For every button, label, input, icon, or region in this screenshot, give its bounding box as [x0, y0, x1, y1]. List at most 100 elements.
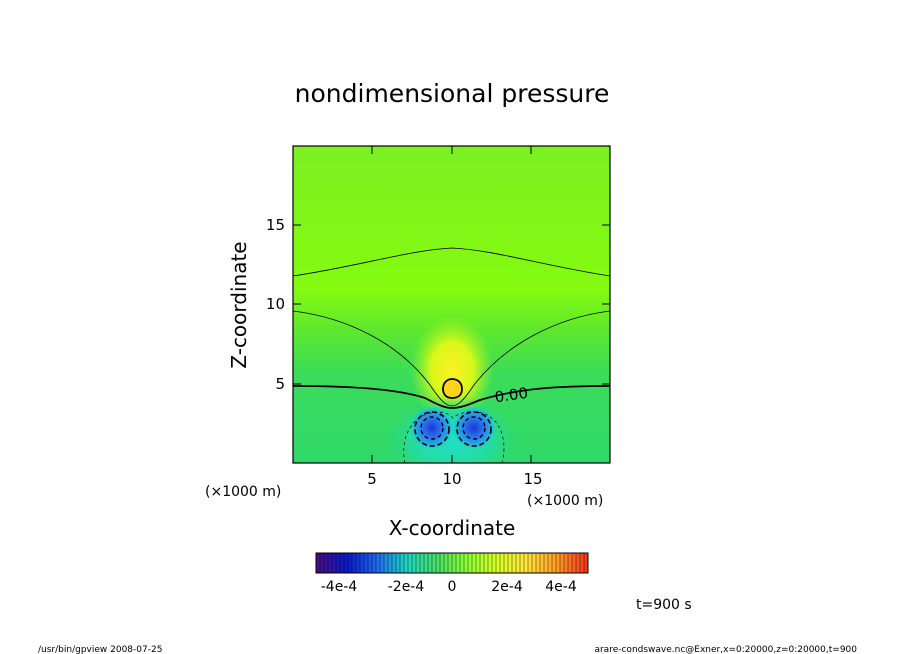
colorbar-segment: [544, 553, 549, 573]
contour-label: 0.00: [494, 384, 530, 406]
colorbar-segment: [412, 553, 417, 573]
colorbar-segment: [448, 553, 453, 573]
colorbar-segment: [452, 553, 457, 573]
chart-title: nondimensional pressure: [295, 79, 610, 108]
colorbar-segment: [464, 553, 469, 573]
y-axis-title: Z-coordinate: [227, 241, 251, 368]
colorbar-segment: [396, 553, 401, 573]
x-tick-label: 10: [442, 470, 461, 488]
colorbar-segment: [508, 553, 513, 573]
heatmap-field: [293, 146, 610, 463]
tick-marks: [293, 146, 610, 463]
colorbar-segment: [456, 553, 461, 573]
colorbar-segment: [572, 553, 577, 573]
colorbar-segment: [352, 553, 357, 573]
colorbar-segment: [480, 553, 485, 573]
colorbar-segment: [548, 553, 553, 573]
colorbar-segment: [332, 553, 337, 573]
colorbar-segment: [436, 553, 441, 573]
y-tick-label: 5: [275, 375, 285, 393]
colorbar-frame: [315, 552, 589, 574]
colorbar-segment: [364, 553, 369, 573]
colorbar-segment: [360, 553, 365, 573]
colorbar-tick-label: 0: [448, 579, 457, 595]
colorbar-tick-label: -4e-4: [321, 579, 358, 595]
colorbar-segment: [380, 553, 385, 573]
colorbar-segment: [568, 553, 573, 573]
colorbar-segment: [584, 553, 589, 573]
colorbar-segment: [344, 553, 349, 573]
colorbar-tick-label: -2e-4: [388, 579, 425, 595]
colorbar-segment: [316, 553, 321, 573]
negative-center-left: [410, 406, 454, 450]
colorbar-segment: [560, 553, 565, 573]
colorbar-tick-label: 2e-4: [491, 579, 523, 595]
x-tick-label: 15: [523, 470, 542, 488]
time-label: t=900 s: [636, 597, 692, 613]
y-tick-label: 10: [266, 295, 285, 313]
contour-neg-left-inner: [420, 416, 444, 440]
colorbar-segment: [528, 553, 533, 573]
colorbar-segment: [400, 553, 405, 573]
x-axis-title: X-coordinate: [389, 516, 516, 540]
y-unit-label: (×1000 m): [205, 484, 281, 500]
colorbar-segment: [368, 553, 373, 573]
colorbar-segment: [348, 553, 353, 573]
footer-left: /usr/bin/gpview 2008-07-25: [38, 645, 162, 654]
colorbar-segment: [564, 553, 569, 573]
colorbar-segment: [540, 553, 545, 573]
colorbar-segment: [476, 553, 481, 573]
colorbar-tick-label: 4e-4: [545, 579, 577, 595]
colorbar-segment: [424, 553, 429, 573]
colorbar-segment: [524, 553, 529, 573]
colorbar-segment: [484, 553, 489, 573]
colorbar-segment: [492, 553, 497, 573]
x-unit-label: (×1000 m): [527, 493, 603, 509]
contour-neg-outer: [403, 411, 505, 463]
colorbar-segment: [384, 553, 389, 573]
colorbar-segment: [472, 553, 477, 573]
contour-neg-right-inner: [462, 416, 486, 440]
colorbar-segment: [536, 553, 541, 573]
colorbar: [315, 553, 589, 573]
colorbar-segment: [468, 553, 473, 573]
colorbar-segment: [500, 553, 505, 573]
colorbar-segment: [392, 553, 397, 573]
colorbar-segment: [512, 553, 517, 573]
footer-right: arare-condswave.nc@Exner,x=0:20000,z=0:2…: [594, 645, 857, 654]
x-tick-label: 5: [367, 470, 377, 488]
colorbar-segment: [324, 553, 329, 573]
colorbar-segment: [372, 553, 377, 573]
colorbar-segment: [408, 553, 413, 573]
colorbar-segment: [428, 553, 433, 573]
colorbar-segment: [488, 553, 493, 573]
colorbar-segment: [440, 553, 445, 573]
colorbar-segment: [552, 553, 557, 573]
colorbar-segment: [340, 553, 345, 573]
contour-middle: [293, 310, 610, 407]
colorbar-segment: [356, 553, 361, 573]
colorbar-segment: [576, 553, 581, 573]
colorbar-segment: [580, 553, 585, 573]
colorbar-segment: [504, 553, 509, 573]
colorbar-segment: [460, 553, 465, 573]
colorbar-segment: [516, 553, 521, 573]
contour-positive-center: [442, 378, 463, 399]
colorbar-segment: [404, 553, 409, 573]
colorbar-segment: [532, 553, 537, 573]
colorbar-segment: [336, 553, 341, 573]
colorbar-segment: [416, 553, 421, 573]
colorbar-segment: [388, 553, 393, 573]
colorbar-segment: [520, 553, 525, 573]
colorbar-segment: [496, 553, 501, 573]
contour-neg-left-mid: [414, 411, 450, 447]
contour-zero: [293, 385, 610, 409]
contour-neg-right-mid: [456, 411, 492, 447]
negative-center-right: [452, 406, 496, 450]
colorbar-segment: [376, 553, 381, 573]
colorbar-segment: [432, 553, 437, 573]
colorbar-segment: [328, 553, 333, 573]
y-tick-label: 15: [266, 216, 285, 234]
colorbar-segment: [420, 553, 425, 573]
